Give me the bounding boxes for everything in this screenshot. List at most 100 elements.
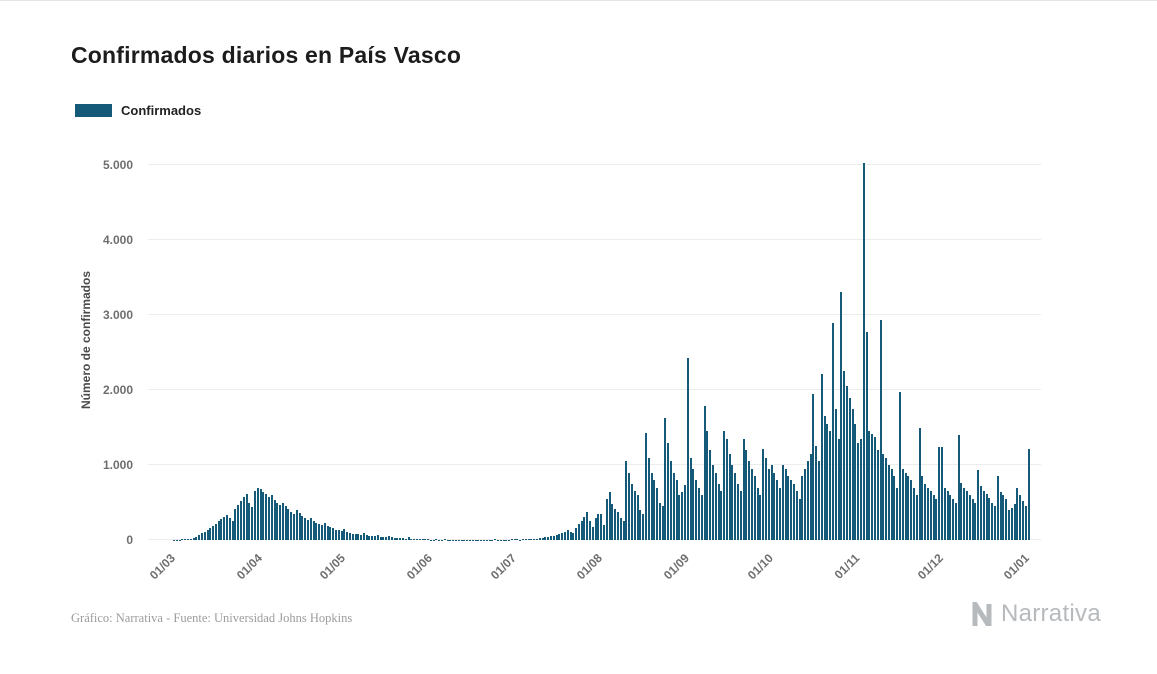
bar (513, 539, 516, 540)
bar (413, 538, 416, 540)
bar (790, 480, 793, 540)
legend: Confirmados (75, 103, 201, 118)
bar (650, 472, 653, 540)
bar (340, 531, 343, 540)
bar (765, 457, 767, 540)
x-tick-label: 01/06 (403, 551, 435, 583)
bar (840, 291, 843, 540)
bar (843, 371, 846, 540)
x-tick-label: 01/01 (1001, 551, 1033, 583)
bar (678, 495, 681, 540)
bar (700, 495, 703, 540)
bar (343, 528, 346, 540)
bar (234, 508, 237, 540)
bar (977, 470, 980, 540)
bar (357, 534, 360, 540)
bar (575, 528, 578, 540)
bar (295, 510, 298, 540)
bar (586, 511, 589, 540)
bar (617, 511, 619, 540)
bar (399, 538, 402, 540)
bar (203, 531, 206, 540)
bar (245, 493, 248, 540)
bar (334, 529, 337, 540)
bar (806, 461, 809, 540)
bar (594, 517, 597, 540)
bar (231, 520, 234, 540)
bar (371, 535, 374, 540)
bar (209, 528, 212, 540)
bar (918, 427, 921, 540)
bar (279, 504, 282, 540)
bar (859, 438, 862, 540)
bar (189, 538, 192, 540)
bar (603, 525, 606, 540)
bar (561, 532, 564, 540)
bar (223, 516, 226, 540)
bar (999, 492, 1002, 540)
y-tick-label: 1.000 (102, 458, 133, 472)
bar (421, 539, 424, 540)
source-credit: Gráfico: Narrativa - Fuente: Universidad… (71, 611, 353, 625)
bar (323, 523, 326, 540)
bar (826, 423, 829, 540)
bar (625, 461, 628, 540)
bar (628, 472, 631, 540)
bar (823, 416, 826, 540)
bar (689, 457, 692, 540)
bar (1027, 448, 1030, 540)
y-tick-label: 0 (126, 533, 133, 547)
bar (248, 502, 251, 540)
bar (804, 468, 807, 540)
y-axis-title: Número de confirmados (79, 270, 93, 410)
bar (293, 513, 296, 540)
narrativa-logo-text: Narrativa (1000, 600, 1101, 627)
bar (896, 487, 899, 540)
bar (1007, 510, 1010, 540)
bar (1013, 504, 1016, 540)
bar (742, 438, 745, 540)
y-tick-label: 2.000 (102, 383, 133, 397)
bar (418, 539, 421, 540)
bar (812, 393, 815, 540)
bar (404, 538, 407, 540)
bar (913, 487, 915, 540)
bar (267, 497, 270, 540)
bar (569, 532, 572, 540)
bar (664, 417, 667, 540)
bar (410, 538, 413, 540)
bar (952, 498, 955, 540)
bar (544, 537, 547, 540)
bar (552, 536, 555, 540)
bar (954, 502, 957, 540)
bar (312, 520, 315, 540)
bar (393, 537, 396, 540)
bar (720, 491, 723, 540)
bar (424, 539, 427, 540)
bar (787, 476, 790, 540)
bar (943, 487, 946, 540)
bar (692, 468, 695, 540)
legend-label: Confirmados (121, 103, 202, 118)
bar (815, 446, 818, 540)
y-tick-label: 4.000 (102, 233, 133, 247)
bar (332, 528, 335, 540)
bar (658, 502, 661, 540)
bar (711, 465, 714, 540)
bar (200, 533, 203, 540)
bar (695, 480, 698, 540)
bar (723, 431, 726, 540)
bar (494, 539, 497, 540)
bar (401, 538, 404, 540)
bar (675, 480, 678, 540)
bar (949, 495, 952, 540)
bar (935, 498, 938, 540)
bar (636, 495, 639, 540)
bar (834, 408, 837, 540)
bar (287, 509, 290, 540)
x-tick-label: 01/04 (233, 551, 265, 583)
bar (329, 527, 332, 540)
narrativa-logo-icon (972, 602, 992, 626)
bar (801, 476, 804, 540)
bar (365, 535, 368, 540)
